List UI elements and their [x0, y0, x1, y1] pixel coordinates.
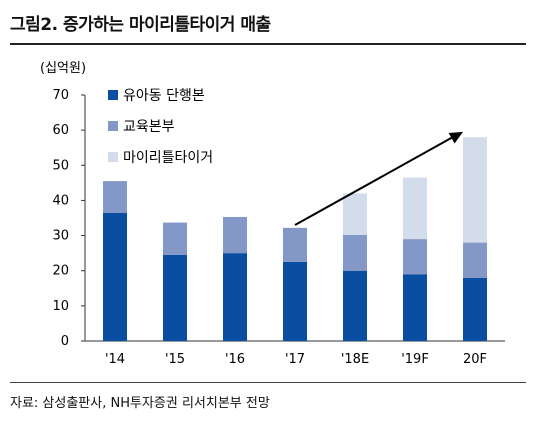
bar-segment-1 — [223, 253, 247, 341]
y-tick-label: 60 — [52, 123, 69, 138]
stacked-bar-chart: (십억원) 0 10 20 30 40 50 60 70 '14 '15 '16 '17 '18E '19… — [40, 61, 505, 367]
bar-segment-2 — [403, 239, 427, 275]
trend-arrow-line — [294, 135, 456, 226]
y-tick-label: 70 — [52, 88, 69, 103]
title-underline — [10, 43, 526, 45]
bar-segment-1 — [463, 277, 487, 341]
bar-segment-2 — [163, 222, 187, 255]
bar-segment-1 — [103, 212, 127, 341]
legend-swatch — [108, 152, 118, 162]
y-tick-label: 40 — [52, 193, 69, 208]
bars — [103, 137, 487, 341]
axes: 0 10 20 30 40 50 60 70 '14 '15 '16 '17 '18E '19F 20F — [52, 88, 505, 367]
x-tick-label: '17 — [285, 352, 305, 367]
x-tick-label: '15 — [165, 352, 185, 367]
trend-arrow-head — [448, 131, 463, 144]
legend-swatch — [108, 121, 118, 131]
x-tick-label: '16 — [225, 352, 245, 367]
bar-segment-1 — [163, 254, 187, 341]
bar-segment-3 — [403, 177, 427, 240]
bar-segment-3 — [343, 193, 367, 235]
footer-rule — [10, 382, 526, 383]
chart-title: 그림2. 증가하는 마이리틀타이거 매출 — [10, 15, 271, 35]
x-tick-label: '19F — [401, 352, 429, 367]
y-unit-label: (십억원) — [40, 61, 86, 76]
x-tick-label: '14 — [105, 352, 125, 367]
y-tick-label: 20 — [52, 264, 69, 279]
x-tick-label: '18E — [341, 352, 369, 367]
legend-label: 유아동 단행본 — [123, 88, 205, 104]
bar-segment-2 — [223, 216, 247, 254]
trend-arrow — [294, 131, 463, 226]
bar-segment-3 — [463, 137, 487, 243]
y-tick-label: 10 — [52, 299, 69, 314]
y-tick-label: 30 — [52, 229, 69, 244]
y-tick-label: 50 — [52, 158, 69, 173]
bar-segment-2 — [463, 242, 487, 278]
x-tick-label: 20F — [463, 352, 487, 367]
bar-segment-1 — [403, 274, 427, 341]
bar-segment-1 — [343, 270, 367, 341]
bar-segment-1 — [283, 261, 307, 341]
bar-segment-2 — [343, 234, 367, 271]
bar-segment-2 — [283, 227, 307, 262]
legend-label: 교육본부 — [123, 119, 175, 135]
y-tick-label: 0 — [61, 334, 69, 349]
bar-segment-2 — [103, 181, 127, 213]
legend-swatch — [108, 90, 118, 100]
legend-label: 마이리틀타이거 — [123, 150, 213, 166]
source-note: 자료: 삼성출판사, NH투자증권 리서치본부 전망 — [10, 396, 270, 411]
